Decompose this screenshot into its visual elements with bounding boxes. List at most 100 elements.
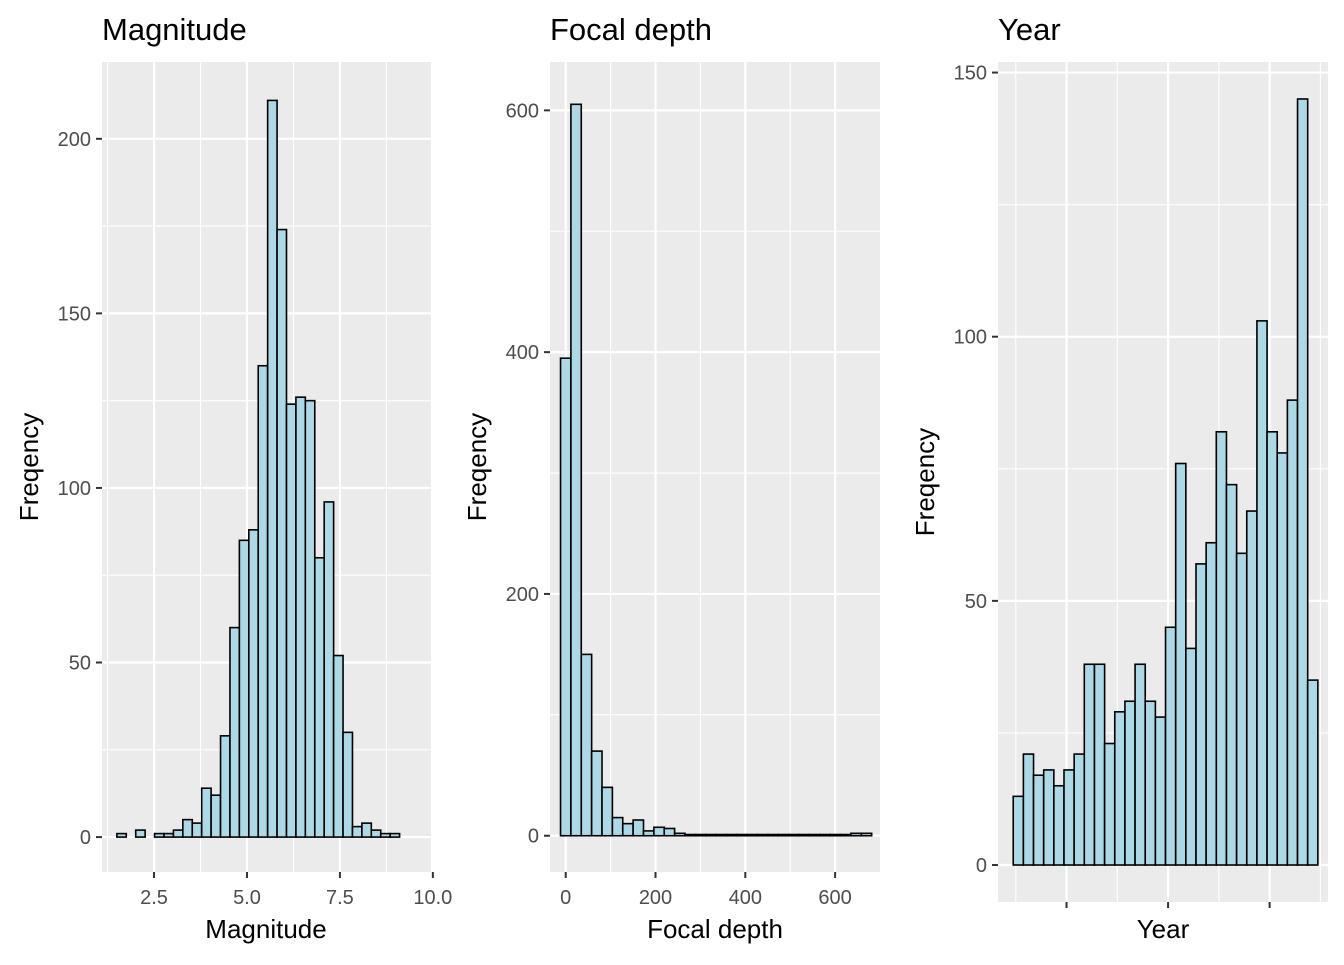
histogram-bar bbox=[285, 403, 297, 838]
histogram-bar bbox=[210, 794, 222, 838]
histogram-bar bbox=[580, 653, 593, 837]
histogram-bar bbox=[787, 833, 800, 837]
histogram-bar bbox=[1042, 769, 1055, 866]
x-tick-label: 2.5 bbox=[140, 887, 168, 909]
histogram-bar bbox=[725, 833, 738, 837]
histogram-bar bbox=[694, 833, 707, 837]
histogram-bar bbox=[1053, 784, 1065, 866]
histogram-bar bbox=[590, 750, 603, 837]
histogram-bar bbox=[860, 832, 873, 837]
histogram-bar bbox=[715, 833, 728, 837]
panel-3: 0 50 100 150 Year Year Freqency bbox=[910, 12, 1328, 944]
histogram-bar bbox=[304, 399, 316, 838]
histogram-bar bbox=[673, 832, 686, 837]
x-tick-label: 10.0 bbox=[413, 887, 452, 909]
histogram-bar bbox=[798, 833, 811, 837]
panel-background bbox=[550, 62, 880, 872]
histogram-bar bbox=[663, 827, 676, 837]
histogram-bar bbox=[182, 818, 194, 838]
histogram-bar bbox=[389, 832, 401, 838]
histogram-bar bbox=[1103, 742, 1116, 866]
histogram-bar bbox=[219, 735, 231, 838]
histogram-bar bbox=[559, 357, 572, 837]
x-tick-label: 5.0 bbox=[233, 887, 261, 909]
y-tick-label: 150 bbox=[954, 63, 987, 85]
y-axis-title: Freqency bbox=[910, 428, 940, 536]
x-axis-title: Magnitude bbox=[205, 914, 326, 944]
histogram-bar bbox=[756, 833, 769, 837]
histogram-bar bbox=[1032, 774, 1045, 866]
histogram-bar bbox=[621, 822, 634, 837]
histogram-bar bbox=[163, 832, 175, 838]
histogram-bar bbox=[1245, 510, 1258, 866]
histogram-bar bbox=[1286, 399, 1299, 866]
histogram-bar bbox=[1093, 663, 1106, 866]
histogram-bar bbox=[1215, 431, 1228, 866]
histogram-bar bbox=[238, 539, 250, 838]
x-axis-title: Focal depth bbox=[647, 914, 783, 944]
histogram-bar bbox=[116, 832, 128, 838]
histogram-bar bbox=[1296, 98, 1309, 866]
panel-title: Year bbox=[998, 12, 1061, 47]
histogram-bar bbox=[266, 99, 278, 838]
histogram-bar bbox=[379, 832, 391, 838]
x-axis-title: Year bbox=[1137, 914, 1190, 944]
histogram-bar bbox=[191, 822, 203, 838]
histogram-bar bbox=[736, 833, 749, 837]
x-tick-label: 0 bbox=[560, 887, 571, 909]
y-tick-label: 150 bbox=[58, 303, 91, 325]
histogram-bar bbox=[1205, 541, 1218, 866]
y-tick-label: 50 bbox=[69, 653, 91, 675]
y-tick-label: 0 bbox=[80, 827, 91, 849]
y-axis-title: Freqency bbox=[462, 413, 492, 521]
histogram-bar bbox=[313, 556, 325, 838]
histogram-bar bbox=[295, 396, 307, 838]
histogram-bar bbox=[819, 833, 831, 837]
histogram-bar bbox=[653, 826, 666, 837]
y-tick-label: 0 bbox=[528, 826, 539, 848]
histogram-bar bbox=[632, 819, 645, 837]
histogram-bar bbox=[1225, 483, 1238, 866]
panel-title: Focal depth bbox=[550, 12, 712, 47]
histogram-bar bbox=[248, 529, 260, 838]
histogram-bar bbox=[134, 829, 146, 838]
y-tick-label: 600 bbox=[506, 100, 539, 122]
y-tick-label: 200 bbox=[506, 584, 539, 606]
y-axis-title: Freqency bbox=[14, 413, 44, 521]
histogram-bar bbox=[1164, 626, 1177, 866]
x-tick-label: 7.5 bbox=[326, 887, 354, 909]
histogram-bar bbox=[767, 833, 780, 837]
y-tick-label: 400 bbox=[506, 342, 539, 364]
histogram-bar bbox=[1012, 795, 1025, 866]
histogram-bar bbox=[601, 786, 614, 837]
y-tick-label: 0 bbox=[976, 855, 987, 877]
histogram-bar bbox=[1306, 679, 1319, 866]
histogram-bar bbox=[153, 832, 165, 838]
x-tick-label: 400 bbox=[729, 887, 762, 909]
histogram-bar bbox=[342, 731, 354, 838]
histogram-bar bbox=[1266, 431, 1279, 866]
histogram-bar bbox=[1113, 711, 1126, 866]
histogram-bar bbox=[257, 364, 269, 838]
histogram-bar bbox=[1073, 753, 1086, 866]
y-tick-label: 100 bbox=[58, 478, 91, 500]
histogram-bar bbox=[570, 103, 583, 837]
panel-title: Magnitude bbox=[102, 12, 247, 47]
histogram-bar bbox=[200, 787, 212, 838]
histogram-bar bbox=[777, 833, 790, 837]
panel-1: 0 50 100 150 200 2.5 5.0 7.5 10.0 Magnitude Magnit… bbox=[14, 12, 452, 944]
histogram-bar bbox=[361, 822, 373, 838]
histogram-bar bbox=[1174, 462, 1187, 866]
histogram-bar bbox=[276, 228, 288, 838]
histogram-bar bbox=[1195, 563, 1207, 866]
y-tick-label: 50 bbox=[965, 591, 987, 613]
histogram-bar bbox=[1022, 753, 1035, 866]
histogram-bar bbox=[746, 833, 759, 837]
histogram-bar bbox=[850, 832, 863, 837]
histogram-bar bbox=[323, 501, 335, 838]
histogram-bar bbox=[829, 833, 842, 837]
y-tick-label: 200 bbox=[58, 129, 91, 151]
histogram-bar bbox=[332, 654, 344, 838]
